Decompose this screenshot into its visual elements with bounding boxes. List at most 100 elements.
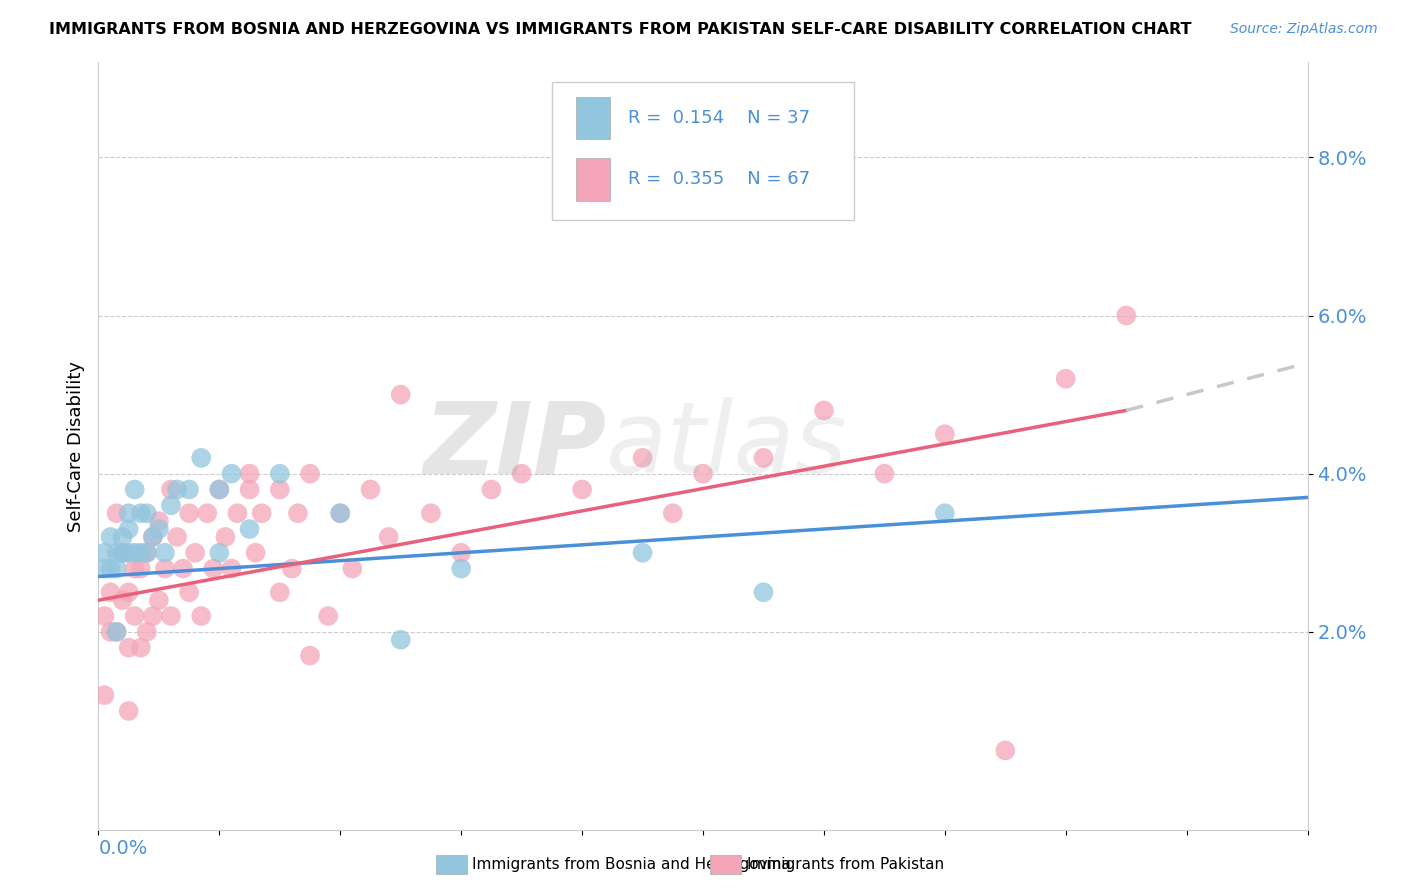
Point bbox=[129, 506, 152, 520]
Point bbox=[179, 483, 201, 497]
Point bbox=[208, 483, 231, 497]
Point bbox=[111, 530, 134, 544]
Point bbox=[239, 522, 262, 536]
Text: R =  0.154    N = 37: R = 0.154 N = 37 bbox=[628, 109, 810, 127]
Point bbox=[214, 530, 236, 544]
Point bbox=[160, 483, 183, 497]
Point bbox=[124, 483, 146, 497]
Point bbox=[389, 387, 412, 401]
Point bbox=[299, 467, 322, 481]
Point bbox=[118, 704, 141, 718]
Point bbox=[172, 561, 194, 575]
Point bbox=[142, 530, 165, 544]
Point bbox=[208, 483, 231, 497]
Point bbox=[105, 506, 128, 520]
Point bbox=[287, 506, 309, 520]
Point bbox=[153, 561, 176, 575]
Point bbox=[124, 546, 146, 560]
Point bbox=[179, 506, 201, 520]
Point bbox=[111, 546, 134, 560]
Point bbox=[111, 593, 134, 607]
Point bbox=[692, 467, 714, 481]
Point bbox=[360, 483, 382, 497]
Point bbox=[190, 609, 212, 624]
Point bbox=[166, 483, 188, 497]
Point bbox=[179, 585, 201, 599]
Point bbox=[269, 483, 291, 497]
Point bbox=[221, 467, 243, 481]
Point bbox=[111, 546, 134, 560]
Point bbox=[269, 467, 291, 481]
Point bbox=[510, 467, 533, 481]
Point bbox=[208, 546, 231, 560]
Point bbox=[752, 450, 775, 465]
Point bbox=[202, 561, 225, 575]
Point bbox=[813, 403, 835, 417]
Point bbox=[148, 522, 170, 536]
Point bbox=[135, 546, 157, 560]
Point bbox=[118, 506, 141, 520]
Point bbox=[661, 506, 683, 520]
Point bbox=[281, 561, 304, 575]
Point bbox=[118, 522, 141, 536]
Point bbox=[93, 609, 115, 624]
Point bbox=[124, 561, 146, 575]
Point bbox=[135, 546, 157, 560]
Text: Source: ZipAtlas.com: Source: ZipAtlas.com bbox=[1230, 22, 1378, 37]
Point bbox=[329, 506, 352, 520]
Point bbox=[100, 561, 122, 575]
Text: ZIP: ZIP bbox=[423, 398, 606, 494]
Point bbox=[135, 624, 157, 639]
Point bbox=[420, 506, 443, 520]
Point bbox=[111, 546, 134, 560]
Y-axis label: Self-Care Disability: Self-Care Disability bbox=[66, 360, 84, 532]
Point bbox=[250, 506, 273, 520]
Point bbox=[148, 514, 170, 528]
Point bbox=[148, 593, 170, 607]
FancyBboxPatch shape bbox=[576, 158, 610, 201]
Text: atlas: atlas bbox=[606, 398, 848, 494]
Point bbox=[631, 450, 654, 465]
Text: Immigrants from Bosnia and Herzegovina: Immigrants from Bosnia and Herzegovina bbox=[472, 857, 792, 871]
Point bbox=[100, 585, 122, 599]
Point bbox=[105, 546, 128, 560]
Point bbox=[124, 609, 146, 624]
Point bbox=[571, 483, 593, 497]
FancyBboxPatch shape bbox=[576, 97, 610, 139]
Point bbox=[316, 609, 339, 624]
Point bbox=[221, 561, 243, 575]
Point bbox=[160, 498, 183, 512]
Point bbox=[118, 546, 141, 560]
Point bbox=[1115, 309, 1137, 323]
Point bbox=[239, 467, 262, 481]
Point bbox=[994, 743, 1017, 757]
Point bbox=[129, 546, 152, 560]
Point bbox=[377, 530, 399, 544]
Point bbox=[299, 648, 322, 663]
Point bbox=[105, 624, 128, 639]
Point bbox=[934, 427, 956, 442]
Point bbox=[93, 561, 115, 575]
Point bbox=[93, 688, 115, 702]
Point bbox=[481, 483, 503, 497]
Point bbox=[118, 640, 141, 655]
Point bbox=[118, 585, 141, 599]
Point bbox=[752, 585, 775, 599]
Point bbox=[184, 546, 207, 560]
Text: R =  0.355    N = 67: R = 0.355 N = 67 bbox=[628, 170, 810, 188]
Point bbox=[190, 450, 212, 465]
Point bbox=[135, 506, 157, 520]
Point bbox=[245, 546, 267, 560]
Text: Immigrants from Pakistan: Immigrants from Pakistan bbox=[747, 857, 943, 871]
Point bbox=[631, 546, 654, 560]
Point bbox=[1054, 372, 1077, 386]
Point bbox=[450, 546, 472, 560]
Text: 0.0%: 0.0% bbox=[98, 838, 148, 858]
Point bbox=[100, 530, 122, 544]
Point bbox=[450, 561, 472, 575]
Point bbox=[389, 632, 412, 647]
Point bbox=[166, 530, 188, 544]
Point bbox=[105, 561, 128, 575]
Point bbox=[873, 467, 896, 481]
Point bbox=[153, 546, 176, 560]
